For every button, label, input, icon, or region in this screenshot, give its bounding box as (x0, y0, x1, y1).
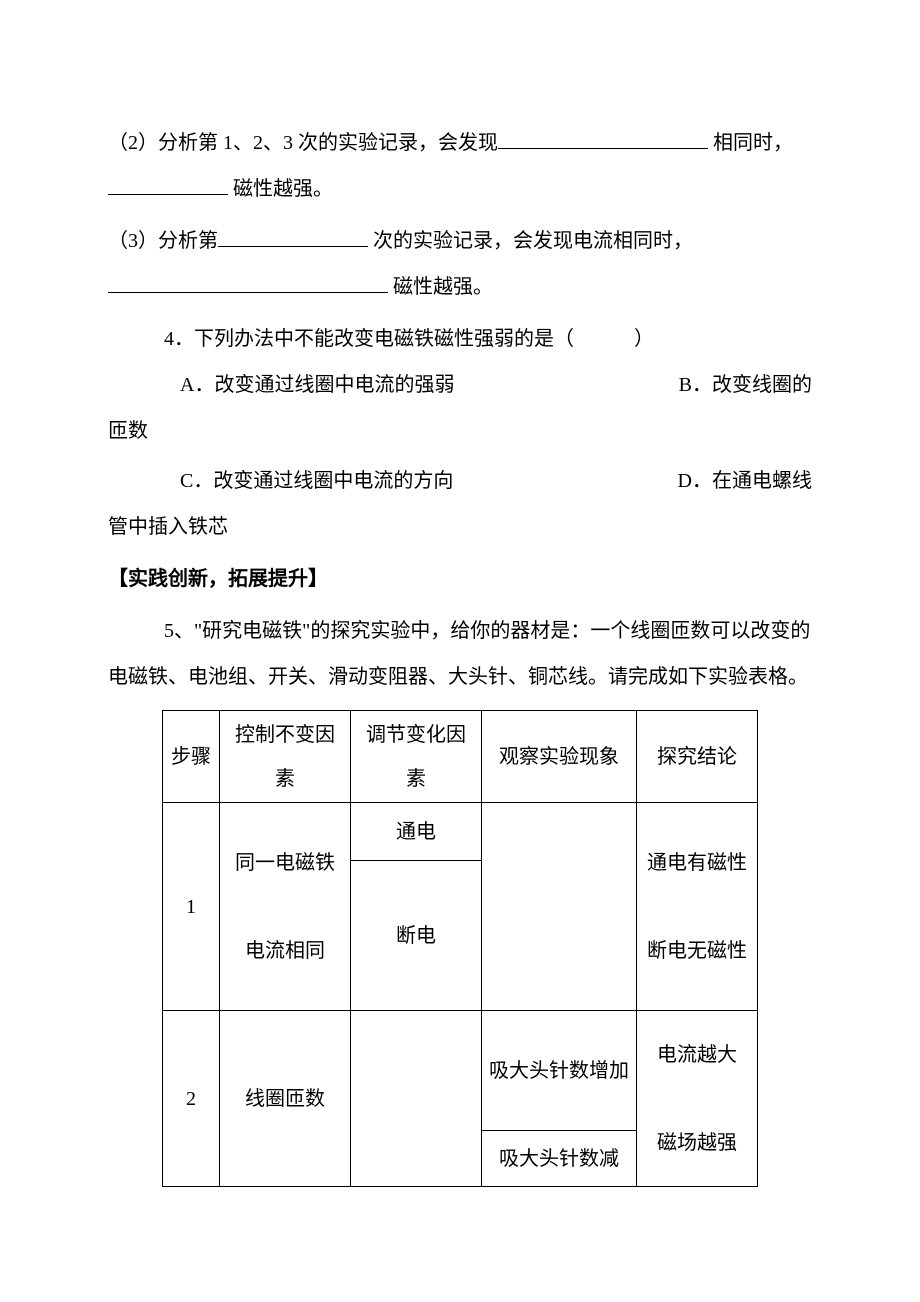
table-header-row: 步骤 控制不变因素 调节变化因素 观察实验现象 探究结论 (163, 711, 758, 803)
cell-ctrl-1a: 同一电磁铁 (235, 852, 335, 874)
q2-blank-1 (498, 130, 708, 149)
cell-ctrl-1: 同一电磁铁 电流相同 (220, 803, 351, 1011)
q3-prefix: （3）分析第 (108, 230, 218, 252)
q4-option-b: B．改变线圈的 (679, 362, 812, 408)
cell-res-1a: 通电有磁性 (647, 852, 747, 874)
table-row-2a: 2 线圈匝数 吸大头针数增加 电流越大 磁场越强 (163, 1011, 758, 1131)
question-3: （3）分析第 次的实验记录，会发现电流相同时， 磁性越强。 (108, 218, 812, 310)
th-adj: 调节变化因素 (351, 711, 482, 803)
q3-blank-1 (218, 228, 368, 247)
question-4-stem: 4．下列办法中不能改变电磁铁磁性强弱的是（ ） (108, 316, 812, 362)
cell-obs-2a: 吸大头针数增加 (482, 1011, 637, 1131)
table-row-1a: 1 同一电磁铁 电流相同 通电 通电有磁性 断电无磁性 (163, 803, 758, 861)
q4-row-ab: A．改变通过线圈中电流的强弱 B．改变线圈的 (108, 362, 812, 408)
q2-prefix: （2）分析第 1、2、3 次的实验记录，会发现 (108, 132, 498, 154)
q4-option-a: A．改变通过线圈中电流的强弱 (180, 362, 454, 408)
cell-step-2: 2 (163, 1011, 220, 1187)
q4-row-cd: C．改变通过线圈中电流的方向 D．在通电螺线 (108, 458, 812, 504)
q2-suffix: 磁性越强。 (228, 178, 333, 200)
cell-res-1b: 断电无磁性 (647, 940, 747, 962)
th-obs: 观察实验现象 (482, 711, 637, 803)
cell-obs-2b: 吸大头针数减 (482, 1131, 637, 1187)
th-step: 步骤 (163, 711, 220, 803)
question-5-line1: 5、"研究电磁铁"的探究实验中，给你的器材是：一个线圈匝数可以改变的 (108, 608, 812, 654)
cell-res-2: 电流越大 磁场越强 (637, 1011, 758, 1187)
q2-blank-2 (108, 176, 228, 195)
q3-mid: 次的实验记录，会发现电流相同时， (368, 230, 693, 252)
q3-blank-2 (108, 274, 388, 293)
cell-res-2b: 磁场越强 (657, 1132, 737, 1154)
cell-ctrl-2: 线圈匝数 (220, 1011, 351, 1187)
section-heading: 【实践创新，拓展提升】 (108, 556, 812, 602)
cell-adj-1b: 断电 (351, 861, 482, 1011)
q4-option-b-tail: 匝数 (108, 408, 812, 454)
cell-res-2a: 电流越大 (657, 1044, 737, 1066)
cell-ctrl-1b: 电流相同 (245, 940, 325, 962)
q3-suffix: 磁性越强。 (388, 276, 493, 298)
cell-res-1: 通电有磁性 断电无磁性 (637, 803, 758, 1011)
cell-adj-1a: 通电 (351, 803, 482, 861)
cell-step-1: 1 (163, 803, 220, 1011)
cell-obs-1 (482, 803, 637, 1011)
q4-option-d-tail: 管中插入铁芯 (108, 504, 812, 550)
page-container: （2）分析第 1、2、3 次的实验记录，会发现 相同时， 磁性越强。 （3）分析… (0, 0, 920, 1302)
th-ctrl: 控制不变因素 (220, 711, 351, 803)
question-2: （2）分析第 1、2、3 次的实验记录，会发现 相同时， 磁性越强。 (108, 120, 812, 212)
cell-adj-2 (351, 1011, 482, 1187)
q4-option-d: D．在通电螺线 (678, 458, 812, 504)
th-res: 探究结论 (637, 711, 758, 803)
q2-mid: 相同时， (708, 132, 793, 154)
question-5-line2: 电磁铁、电池组、开关、滑动变阻器、大头针、铜芯线。请完成如下实验表格。 (108, 654, 812, 700)
q4-option-c: C．改变通过线圈中电流的方向 (180, 458, 453, 504)
experiment-table: 步骤 控制不变因素 调节变化因素 观察实验现象 探究结论 1 同一电磁铁 电流相… (162, 710, 758, 1187)
